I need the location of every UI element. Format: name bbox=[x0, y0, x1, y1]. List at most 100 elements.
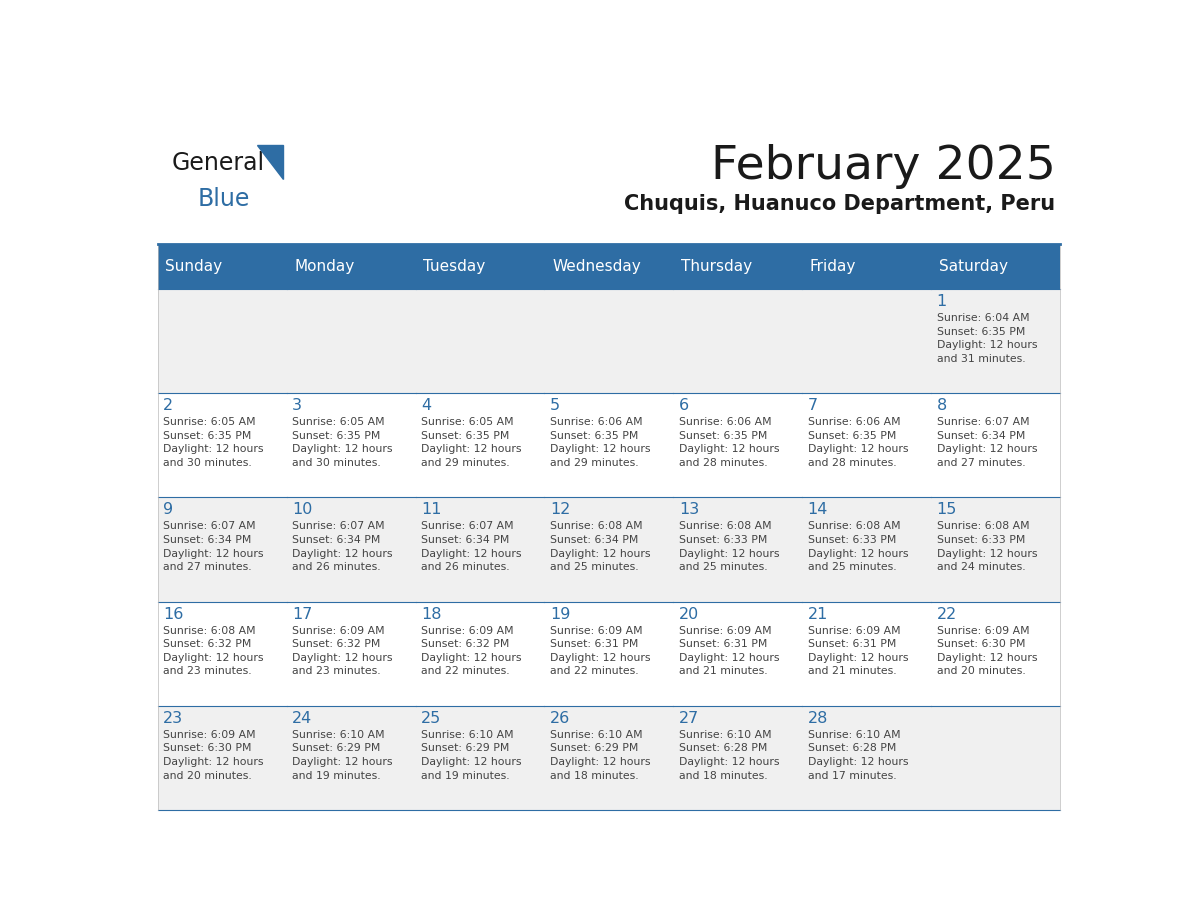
Bar bbox=[416, 498, 544, 601]
Text: 11: 11 bbox=[421, 502, 442, 518]
Text: Sunrise: 6:07 AM
Sunset: 6:34 PM
Daylight: 12 hours
and 26 minutes.: Sunrise: 6:07 AM Sunset: 6:34 PM Dayligh… bbox=[421, 521, 522, 572]
Text: 13: 13 bbox=[678, 502, 699, 518]
Text: 7: 7 bbox=[808, 398, 817, 413]
Text: Sunrise: 6:10 AM
Sunset: 6:29 PM
Daylight: 12 hours
and 19 minutes.: Sunrise: 6:10 AM Sunset: 6:29 PM Dayligh… bbox=[421, 730, 522, 780]
Text: Chuquis, Huanuco Department, Peru: Chuquis, Huanuco Department, Peru bbox=[624, 194, 1055, 214]
Text: 24: 24 bbox=[292, 711, 312, 726]
Text: Sunrise: 6:09 AM
Sunset: 6:31 PM
Daylight: 12 hours
and 21 minutes.: Sunrise: 6:09 AM Sunset: 6:31 PM Dayligh… bbox=[678, 625, 779, 677]
Bar bbox=[544, 601, 674, 706]
Text: Sunrise: 6:07 AM
Sunset: 6:34 PM
Daylight: 12 hours
and 27 minutes.: Sunrise: 6:07 AM Sunset: 6:34 PM Dayligh… bbox=[936, 417, 1037, 468]
Text: Sunday: Sunday bbox=[165, 259, 222, 274]
Bar bbox=[416, 244, 544, 289]
Text: 15: 15 bbox=[936, 502, 958, 518]
Text: Sunrise: 6:09 AM
Sunset: 6:30 PM
Daylight: 12 hours
and 20 minutes.: Sunrise: 6:09 AM Sunset: 6:30 PM Dayligh… bbox=[936, 625, 1037, 677]
Text: Sunrise: 6:08 AM
Sunset: 6:33 PM
Daylight: 12 hours
and 24 minutes.: Sunrise: 6:08 AM Sunset: 6:33 PM Dayligh… bbox=[936, 521, 1037, 572]
Bar bbox=[286, 706, 416, 810]
Text: February 2025: February 2025 bbox=[710, 144, 1055, 189]
Text: Tuesday: Tuesday bbox=[423, 259, 486, 274]
Text: Sunrise: 6:07 AM
Sunset: 6:34 PM
Daylight: 12 hours
and 27 minutes.: Sunrise: 6:07 AM Sunset: 6:34 PM Dayligh… bbox=[163, 521, 264, 572]
Text: 21: 21 bbox=[808, 607, 828, 621]
Bar bbox=[674, 289, 802, 393]
Text: 1: 1 bbox=[936, 294, 947, 309]
Text: Sunrise: 6:05 AM
Sunset: 6:35 PM
Daylight: 12 hours
and 30 minutes.: Sunrise: 6:05 AM Sunset: 6:35 PM Dayligh… bbox=[163, 417, 264, 468]
Bar bbox=[674, 706, 802, 810]
Text: Sunrise: 6:06 AM
Sunset: 6:35 PM
Daylight: 12 hours
and 29 minutes.: Sunrise: 6:06 AM Sunset: 6:35 PM Dayligh… bbox=[550, 417, 650, 468]
Bar bbox=[674, 601, 802, 706]
Text: Thursday: Thursday bbox=[681, 259, 752, 274]
Bar bbox=[931, 706, 1060, 810]
Text: Sunrise: 6:08 AM
Sunset: 6:32 PM
Daylight: 12 hours
and 23 minutes.: Sunrise: 6:08 AM Sunset: 6:32 PM Dayligh… bbox=[163, 625, 264, 677]
Bar bbox=[802, 601, 931, 706]
Bar bbox=[416, 289, 544, 393]
Bar bbox=[931, 244, 1060, 289]
Text: Friday: Friday bbox=[810, 259, 857, 274]
Text: Sunrise: 6:09 AM
Sunset: 6:30 PM
Daylight: 12 hours
and 20 minutes.: Sunrise: 6:09 AM Sunset: 6:30 PM Dayligh… bbox=[163, 730, 264, 780]
Text: Sunrise: 6:05 AM
Sunset: 6:35 PM
Daylight: 12 hours
and 30 minutes.: Sunrise: 6:05 AM Sunset: 6:35 PM Dayligh… bbox=[292, 417, 392, 468]
Bar bbox=[544, 393, 674, 498]
Bar bbox=[544, 498, 674, 601]
Bar bbox=[286, 601, 416, 706]
Bar bbox=[802, 244, 931, 289]
Bar bbox=[802, 706, 931, 810]
Text: 6: 6 bbox=[678, 398, 689, 413]
Text: Sunrise: 6:10 AM
Sunset: 6:29 PM
Daylight: 12 hours
and 18 minutes.: Sunrise: 6:10 AM Sunset: 6:29 PM Dayligh… bbox=[550, 730, 650, 780]
Text: Sunrise: 6:06 AM
Sunset: 6:35 PM
Daylight: 12 hours
and 28 minutes.: Sunrise: 6:06 AM Sunset: 6:35 PM Dayligh… bbox=[678, 417, 779, 468]
Text: 10: 10 bbox=[292, 502, 312, 518]
Text: Sunrise: 6:04 AM
Sunset: 6:35 PM
Daylight: 12 hours
and 31 minutes.: Sunrise: 6:04 AM Sunset: 6:35 PM Dayligh… bbox=[936, 313, 1037, 364]
Text: 9: 9 bbox=[163, 502, 173, 518]
Text: Monday: Monday bbox=[295, 259, 354, 274]
Text: Sunrise: 6:10 AM
Sunset: 6:29 PM
Daylight: 12 hours
and 19 minutes.: Sunrise: 6:10 AM Sunset: 6:29 PM Dayligh… bbox=[292, 730, 392, 780]
Text: 18: 18 bbox=[421, 607, 442, 621]
Text: Sunrise: 6:08 AM
Sunset: 6:33 PM
Daylight: 12 hours
and 25 minutes.: Sunrise: 6:08 AM Sunset: 6:33 PM Dayligh… bbox=[808, 521, 908, 572]
Bar bbox=[931, 393, 1060, 498]
Text: 4: 4 bbox=[421, 398, 431, 413]
Text: Wednesday: Wednesday bbox=[552, 259, 640, 274]
Bar bbox=[802, 498, 931, 601]
Text: 28: 28 bbox=[808, 711, 828, 726]
Bar bbox=[158, 498, 286, 601]
Bar bbox=[158, 393, 286, 498]
Text: Sunrise: 6:06 AM
Sunset: 6:35 PM
Daylight: 12 hours
and 28 minutes.: Sunrise: 6:06 AM Sunset: 6:35 PM Dayligh… bbox=[808, 417, 908, 468]
Polygon shape bbox=[257, 145, 283, 179]
Bar bbox=[674, 393, 802, 498]
Text: 23: 23 bbox=[163, 711, 183, 726]
Bar bbox=[286, 244, 416, 289]
Text: General: General bbox=[171, 151, 265, 175]
Text: 25: 25 bbox=[421, 711, 441, 726]
Text: 17: 17 bbox=[292, 607, 312, 621]
Text: 16: 16 bbox=[163, 607, 184, 621]
Bar bbox=[802, 289, 931, 393]
Text: Sunrise: 6:10 AM
Sunset: 6:28 PM
Daylight: 12 hours
and 17 minutes.: Sunrise: 6:10 AM Sunset: 6:28 PM Dayligh… bbox=[808, 730, 908, 780]
Bar bbox=[158, 289, 286, 393]
Bar bbox=[416, 706, 544, 810]
Bar bbox=[286, 393, 416, 498]
Bar bbox=[158, 244, 286, 289]
Bar bbox=[286, 498, 416, 601]
Bar bbox=[544, 706, 674, 810]
Bar bbox=[416, 601, 544, 706]
Text: Sunrise: 6:08 AM
Sunset: 6:34 PM
Daylight: 12 hours
and 25 minutes.: Sunrise: 6:08 AM Sunset: 6:34 PM Dayligh… bbox=[550, 521, 650, 572]
Bar bbox=[286, 289, 416, 393]
Bar bbox=[544, 244, 674, 289]
Text: Sunrise: 6:05 AM
Sunset: 6:35 PM
Daylight: 12 hours
and 29 minutes.: Sunrise: 6:05 AM Sunset: 6:35 PM Dayligh… bbox=[421, 417, 522, 468]
Text: 22: 22 bbox=[936, 607, 956, 621]
Text: 27: 27 bbox=[678, 711, 699, 726]
Text: Sunrise: 6:08 AM
Sunset: 6:33 PM
Daylight: 12 hours
and 25 minutes.: Sunrise: 6:08 AM Sunset: 6:33 PM Dayligh… bbox=[678, 521, 779, 572]
Text: Sunrise: 6:09 AM
Sunset: 6:32 PM
Daylight: 12 hours
and 23 minutes.: Sunrise: 6:09 AM Sunset: 6:32 PM Dayligh… bbox=[292, 625, 392, 677]
Text: 5: 5 bbox=[550, 398, 560, 413]
Text: 19: 19 bbox=[550, 607, 570, 621]
Text: Sunrise: 6:09 AM
Sunset: 6:31 PM
Daylight: 12 hours
and 21 minutes.: Sunrise: 6:09 AM Sunset: 6:31 PM Dayligh… bbox=[808, 625, 908, 677]
Bar bbox=[931, 289, 1060, 393]
Bar bbox=[674, 244, 802, 289]
Text: 20: 20 bbox=[678, 607, 699, 621]
Text: 26: 26 bbox=[550, 711, 570, 726]
Bar bbox=[416, 393, 544, 498]
Text: 8: 8 bbox=[936, 398, 947, 413]
Text: Saturday: Saturday bbox=[939, 259, 1007, 274]
Text: 12: 12 bbox=[550, 502, 570, 518]
Bar bbox=[674, 498, 802, 601]
Text: Sunrise: 6:09 AM
Sunset: 6:32 PM
Daylight: 12 hours
and 22 minutes.: Sunrise: 6:09 AM Sunset: 6:32 PM Dayligh… bbox=[421, 625, 522, 677]
Text: Sunrise: 6:10 AM
Sunset: 6:28 PM
Daylight: 12 hours
and 18 minutes.: Sunrise: 6:10 AM Sunset: 6:28 PM Dayligh… bbox=[678, 730, 779, 780]
Text: 3: 3 bbox=[292, 398, 302, 413]
Bar bbox=[802, 393, 931, 498]
